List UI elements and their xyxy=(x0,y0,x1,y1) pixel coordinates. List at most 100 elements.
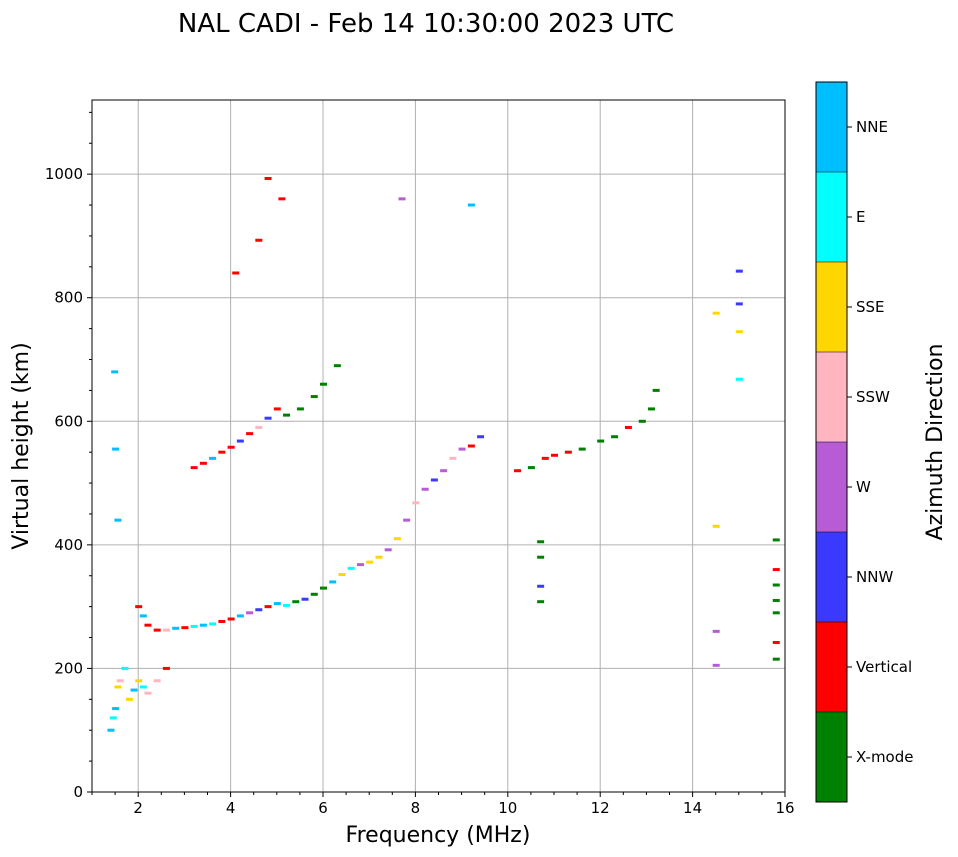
colorbar-tick-label: NNE xyxy=(856,118,888,136)
echo-point xyxy=(296,407,304,411)
echo-point xyxy=(597,439,605,443)
echo-point xyxy=(264,416,272,420)
grid-lines xyxy=(92,100,786,793)
echo-point xyxy=(527,466,535,470)
echo-point xyxy=(375,555,383,559)
echo-point xyxy=(273,407,281,411)
echo-point xyxy=(477,435,485,439)
x-tick-label: 10 xyxy=(498,799,517,817)
echo-point xyxy=(153,679,161,683)
y-tick-label: 800 xyxy=(54,289,83,307)
echo-point xyxy=(278,197,286,201)
x-tick-label: 4 xyxy=(226,799,236,817)
echo-point xyxy=(772,598,780,602)
echo-point xyxy=(514,469,522,473)
echo-point xyxy=(772,640,780,644)
echo-point xyxy=(135,605,143,609)
colorbar-segment xyxy=(816,262,847,352)
echo-point xyxy=(246,611,254,615)
echo-point xyxy=(125,697,133,701)
echo-point xyxy=(310,592,318,596)
echo-point xyxy=(366,560,374,564)
echo-point xyxy=(412,501,420,505)
echo-point xyxy=(121,666,129,670)
colorbar-tick-label: X-mode xyxy=(856,748,913,766)
colorbar-tick-label: SSE xyxy=(856,298,885,316)
echo-point xyxy=(255,608,263,612)
colorbar-segment xyxy=(816,442,847,532)
echo-point xyxy=(537,555,545,559)
echo-point xyxy=(551,453,558,457)
echo-point xyxy=(109,716,117,720)
echo-point xyxy=(403,518,411,522)
echo-point xyxy=(107,728,115,732)
echo-point xyxy=(772,568,780,572)
echo-point xyxy=(712,629,720,633)
echo-point xyxy=(320,382,327,386)
colorbar-segment xyxy=(816,712,847,802)
y-tick-label: 1000 xyxy=(45,165,83,183)
echo-point xyxy=(190,466,198,470)
echo-point xyxy=(264,176,272,180)
echo-point xyxy=(735,269,743,273)
echo-point xyxy=(772,657,780,661)
echo-point xyxy=(537,584,545,588)
colorbar-frame xyxy=(815,81,848,803)
echo-point xyxy=(227,617,235,621)
colorbar-segment xyxy=(816,622,847,712)
echo-point xyxy=(153,628,161,632)
colorbar-segment xyxy=(816,352,847,442)
echo-point xyxy=(772,538,780,542)
echo-point xyxy=(320,586,327,590)
echo-point xyxy=(384,548,392,552)
x-tick-label: 8 xyxy=(411,799,421,817)
echo-point xyxy=(112,447,120,451)
echo-point xyxy=(144,623,152,627)
colorbar-segment xyxy=(816,532,847,622)
echo-point xyxy=(199,623,207,627)
echo-point xyxy=(735,330,743,334)
y-tick-label: 600 xyxy=(54,412,83,430)
echo-point xyxy=(329,580,337,584)
echo-point xyxy=(338,573,346,577)
y-tick-label: 200 xyxy=(54,659,83,677)
plot-frame xyxy=(91,99,786,793)
echo-point xyxy=(114,685,122,689)
echo-point xyxy=(772,611,780,615)
echo-point xyxy=(255,425,263,429)
colorbar-tick-label: SSW xyxy=(856,388,890,406)
echo-point xyxy=(735,302,743,306)
echo-point xyxy=(236,614,244,618)
colorbar-segment xyxy=(816,172,847,262)
echo-point xyxy=(578,447,586,451)
x-axis-label: Frequency (MHz) xyxy=(346,823,531,848)
echo-point xyxy=(246,432,254,436)
echo-point xyxy=(292,600,300,604)
colorbar-tick-label: E xyxy=(856,208,865,226)
echo-point xyxy=(144,691,152,695)
echo-point xyxy=(255,238,263,242)
echo-point xyxy=(301,597,309,601)
echo-point xyxy=(393,537,401,541)
echo-point xyxy=(712,524,720,528)
echo-point xyxy=(112,707,120,711)
echo-point xyxy=(209,456,217,460)
x-tick-label: 6 xyxy=(318,799,328,817)
echo-point xyxy=(430,478,438,482)
echo-point xyxy=(537,600,545,604)
echo-point xyxy=(537,540,545,544)
echo-point xyxy=(458,447,466,451)
echo-point xyxy=(541,456,549,460)
echo-point xyxy=(638,419,646,423)
echo-point xyxy=(772,583,780,587)
echo-point xyxy=(130,688,138,692)
y-axis-ticks: 0 200 400 600 800 1000 xyxy=(45,111,92,801)
echo-point xyxy=(310,395,318,399)
echo-point xyxy=(236,439,244,443)
azimuth-colorbar: X-mode Vertical NNW W SSW SSE E NNE xyxy=(815,81,913,803)
echo-point xyxy=(218,619,226,623)
echo-point xyxy=(264,605,272,609)
echo-point xyxy=(232,271,240,275)
echo-point xyxy=(135,679,143,683)
